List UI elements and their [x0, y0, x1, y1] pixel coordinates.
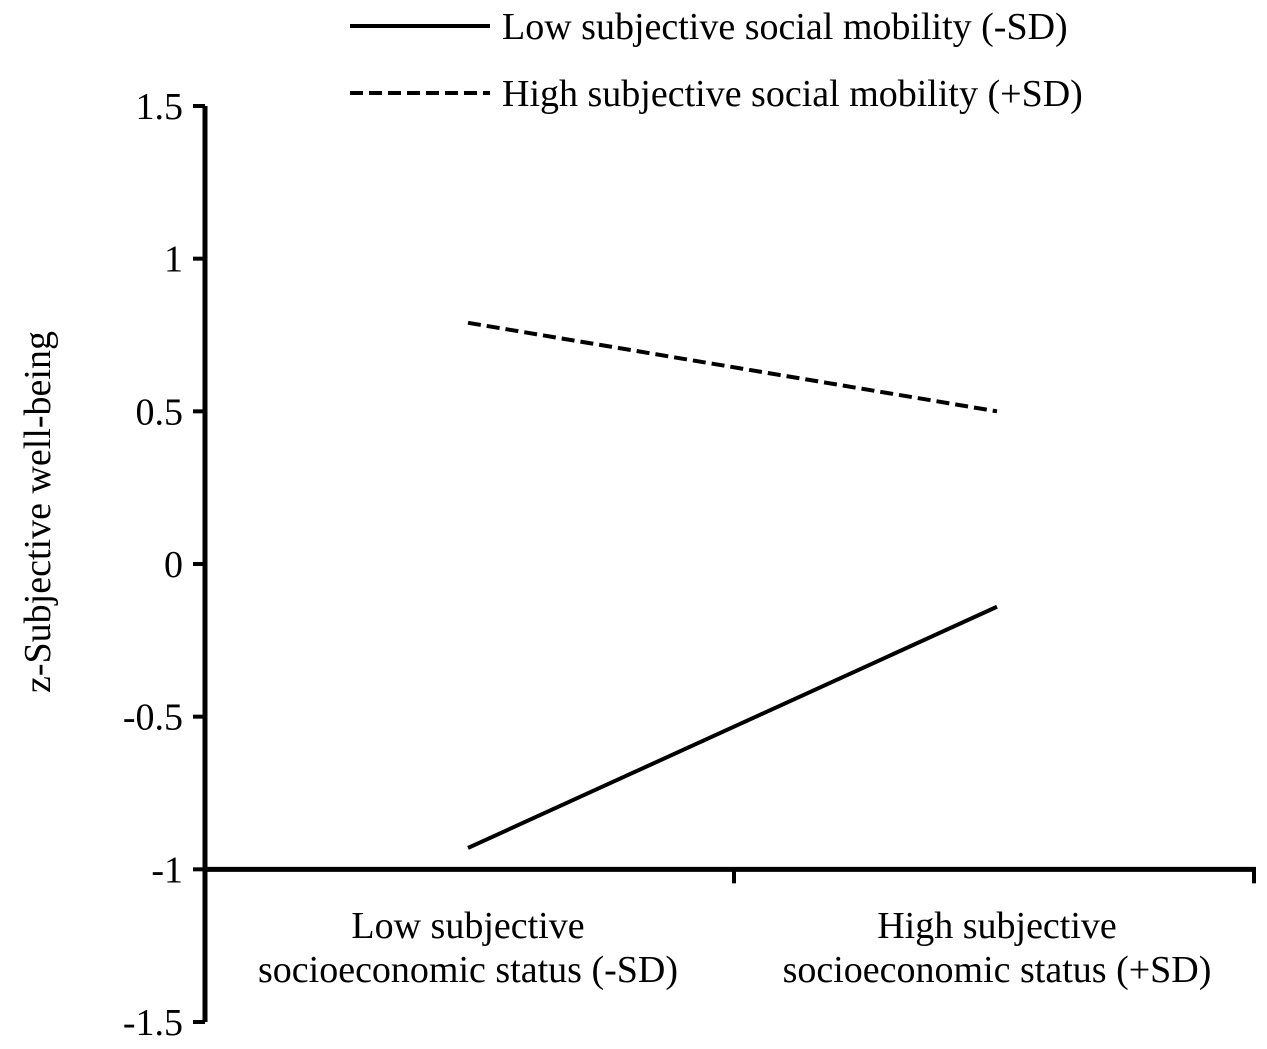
x-category-label-line: socioeconomic status (+SD) [783, 949, 1212, 991]
series-line-low-mobility [467, 604, 998, 850]
x-category-label: High subjective socioeconomic status (+SD… [783, 905, 1212, 991]
y-tick-label: 1.5 [136, 86, 184, 128]
x-category-label-line: Low subjective [351, 905, 584, 947]
legend-label: High subjective social mobility (+SD) [502, 73, 1083, 115]
legend: Low subjective social mobility (-SD) High… [350, 6, 1083, 115]
y-tick-label: 0 [164, 544, 183, 586]
y-tick-label: -1 [151, 849, 183, 891]
y-tick-label: -1.5 [123, 1002, 183, 1044]
y-tick-label: -0.5 [123, 697, 183, 739]
y-tick-label: 0.5 [136, 391, 184, 433]
series-layer [467, 320, 998, 850]
series-line-high-mobility [467, 320, 998, 414]
x-category-label: Low subjective socioeconomic status (-SD) [258, 905, 678, 991]
x-category-label-line: High subjective [877, 905, 1117, 947]
y-tick-label: 1 [164, 239, 183, 281]
x-category-label-line: socioeconomic status (-SD) [258, 949, 678, 991]
y-axis-title: z-Subjective well-being [17, 331, 59, 693]
legend-label: Low subjective social mobility (-SD) [502, 6, 1068, 48]
